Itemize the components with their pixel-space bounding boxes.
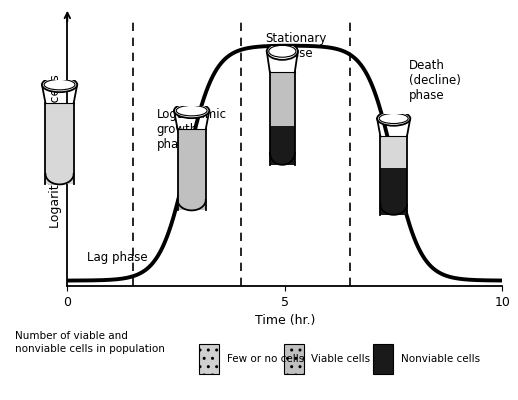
Bar	[46, 103, 74, 184]
Ellipse shape	[267, 43, 298, 60]
Text: Few or no cells: Few or no cells	[227, 354, 304, 364]
Ellipse shape	[44, 80, 75, 90]
Text: Viable cells: Viable cells	[311, 354, 370, 364]
Text: Lag phase: Lag phase	[87, 252, 148, 264]
Text: Number of viable and
nonviable cells in population: Number of viable and nonviable cells in …	[16, 331, 165, 354]
X-axis label: Time (hr.): Time (hr.)	[255, 314, 315, 327]
Bar	[178, 129, 206, 210]
Ellipse shape	[269, 45, 296, 57]
Bar	[270, 126, 295, 165]
Ellipse shape	[174, 103, 209, 118]
Y-axis label: Logarithm of viable cells: Logarithm of viable cells	[49, 74, 62, 228]
Ellipse shape	[42, 77, 77, 92]
Text: Logarithmic
growth
phase: Logarithmic growth phase	[156, 108, 226, 151]
Bar	[199, 344, 219, 374]
Bar	[284, 344, 304, 374]
Ellipse shape	[377, 111, 410, 126]
Bar	[380, 136, 407, 168]
Text: Stationary
phase: Stationary phase	[265, 32, 326, 60]
Ellipse shape	[379, 114, 408, 124]
Bar	[380, 168, 407, 215]
Text: Nonviable cells: Nonviable cells	[401, 354, 480, 364]
Text: Death
(decline)
phase: Death (decline) phase	[409, 59, 461, 102]
Ellipse shape	[176, 106, 207, 116]
Bar	[373, 344, 393, 374]
Bar	[270, 72, 295, 126]
